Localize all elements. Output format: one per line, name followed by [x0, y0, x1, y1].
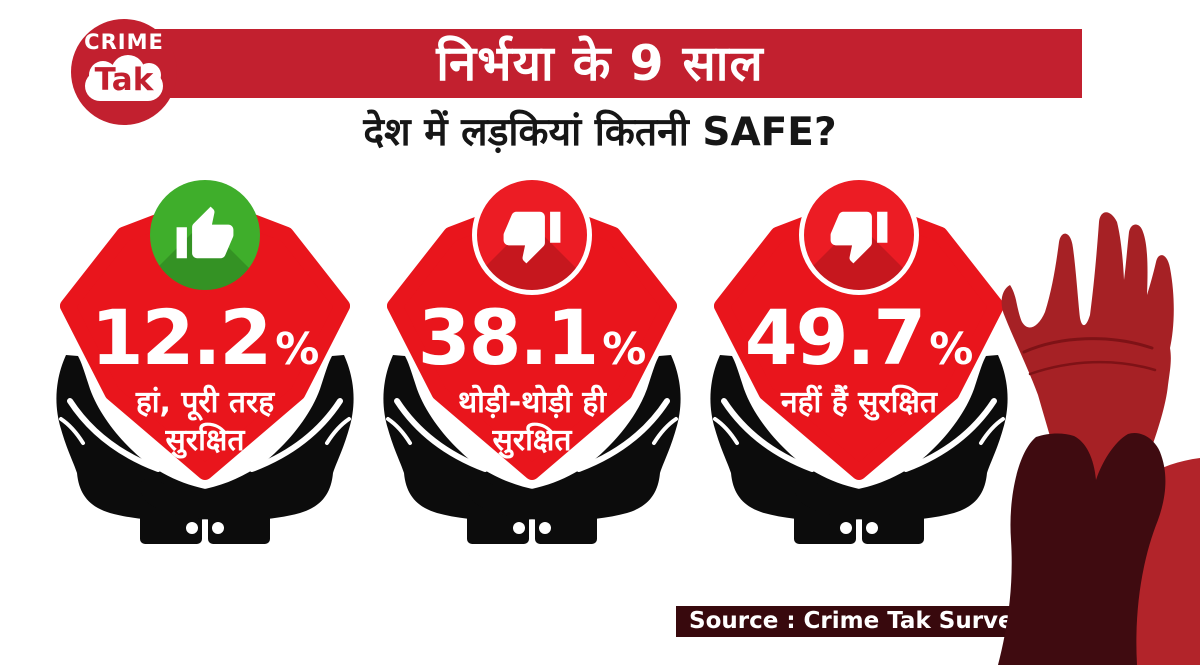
thumbs-up-badge — [150, 180, 260, 290]
logo-text-tak: Tak — [94, 62, 154, 98]
stat-label-line1: थोड़ी-थोड़ी ही — [457, 385, 607, 420]
logo-cloud-shape — [85, 55, 163, 101]
stat-number: 12.2 — [90, 293, 273, 382]
raised-hand-illustration — [998, 212, 1200, 665]
stat-value: 38.1% — [367, 300, 697, 388]
source-bar: Source : Crime Tak Survey — [676, 606, 1029, 637]
header-bar: निर्भया के 9 साल — [118, 29, 1082, 98]
thumbs-down-badge — [472, 175, 592, 295]
stat-number: 38.1 — [417, 293, 600, 382]
stat-card-not-safe: 49.7% नहीं हैं सुरक्षित — [694, 175, 1024, 565]
stat-label: नहीं हैं सुरक्षित — [694, 384, 1024, 422]
percent-sign: % — [929, 324, 974, 375]
stat-label-line1: नहीं हैं सुरक्षित — [780, 385, 938, 420]
stat-card-fully-safe: 12.2% हां, पूरी तरह सुरक्षित — [40, 180, 370, 565]
stat-label: थोड़ी-थोड़ी ही सुरक्षित — [367, 384, 697, 460]
source-text: Source : Crime Tak Survey — [689, 608, 1029, 634]
stat-label-line2: सुरक्षित — [492, 423, 572, 458]
percent-sign: % — [602, 324, 647, 375]
thumbs-down-icon — [830, 211, 888, 264]
stat-label-line1: हां, पूरी तरह — [135, 385, 275, 420]
sleeve — [998, 432, 1166, 665]
stat-number: 49.7 — [744, 293, 927, 382]
stat-value: 12.2% — [40, 300, 370, 388]
page-title: निर्भया के 9 साल — [436, 35, 764, 92]
stat-card-somewhat-safe: 38.1% थोड़ी-थोड़ी ही सुरक्षित — [367, 175, 697, 565]
stat-label-line2: सुरक्षित — [165, 423, 245, 458]
stat-value: 49.7% — [694, 300, 1024, 388]
thumbs-down-badge — [799, 175, 919, 295]
thumbs-up-icon — [176, 206, 234, 259]
thumbs-down-icon — [503, 211, 561, 264]
crime-tak-logo: CRIME Tak — [71, 19, 177, 125]
cupped-hands-icon — [367, 355, 697, 565]
percent-sign: % — [275, 324, 320, 375]
logo-text-crime: CRIME — [84, 30, 164, 54]
cupped-hands-icon — [694, 355, 1024, 565]
cupped-hands-icon — [40, 355, 370, 565]
page-subtitle: देश में लड़कियां कितनी SAFE? — [363, 110, 837, 155]
stat-label: हां, पूरी तरह सुरक्षित — [40, 384, 370, 460]
